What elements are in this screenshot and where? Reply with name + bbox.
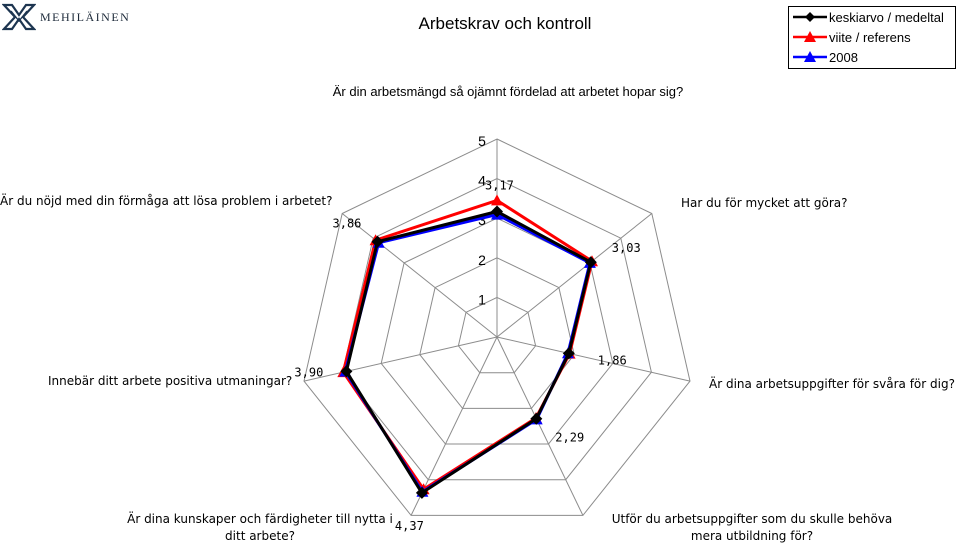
data-point — [340, 365, 353, 378]
axis-label: Är dina kunskaper och färdigheter till n… — [127, 511, 393, 543]
series-line — [343, 213, 592, 494]
legend: keskiarvo / medeltal viite / referens 20… — [788, 6, 956, 69]
data-label: 3,86 — [333, 217, 362, 231]
legend-item: 2008 — [789, 48, 955, 68]
grid-ring — [342, 178, 652, 481]
legend-label: viite / referens — [829, 30, 911, 45]
data-point — [530, 412, 543, 425]
tick-label: 1 — [478, 291, 486, 307]
grid-ring — [419, 257, 575, 409]
axis-label: Är dina arbetsuppgifter för svåra för di… — [709, 376, 955, 391]
grid-ring — [457, 296, 537, 374]
data-label: 2,29 — [555, 431, 584, 445]
brand-name: MEHILÄINEN — [40, 10, 131, 24]
legend-label: 2008 — [829, 50, 858, 65]
legend-marker-icon — [793, 51, 827, 62]
data-label: 3,90 — [294, 365, 323, 379]
data-point — [491, 205, 503, 218]
mehilainen-logo-icon — [2, 3, 36, 31]
chart-title: Arbetskrav och kontroll — [418, 14, 592, 33]
tick-label: 5 — [478, 133, 486, 149]
legend-label: keskiarvo / medeltal — [829, 10, 944, 25]
legend-item: viite / referens — [789, 28, 955, 48]
tick-label: 2 — [478, 252, 486, 268]
grid-spoke — [303, 336, 498, 382]
data-label: 1,86 — [598, 353, 627, 367]
tick-label: 3 — [478, 212, 486, 228]
data-point — [584, 256, 597, 269]
axis-label: Utför du arbetsuppgifter som du skulle b… — [612, 512, 893, 543]
legend-marker-icon — [793, 31, 827, 42]
legend-marker-icon — [793, 12, 827, 22]
grid-spoke — [341, 213, 498, 338]
brand-logo: MEHILÄINEN — [2, 2, 142, 32]
data-label: 3,17 — [485, 179, 514, 193]
tick-label: 4 — [478, 173, 486, 189]
axis-label: Har du för mycket att göra? — [681, 196, 847, 210]
axis-label: Innebär ditt arbete positiva utmaningar? — [48, 374, 292, 388]
legend-item: keskiarvo / medeltal — [789, 8, 955, 28]
grid-spoke — [496, 213, 653, 338]
data-point — [371, 235, 384, 248]
axis-label: Är du nöjd med din förmåga att lösa prob… — [0, 193, 332, 208]
data-label: 4,37 — [395, 519, 424, 533]
axis-label: Är din arbetsmängd så ojämnt fördelad at… — [333, 84, 684, 99]
series-line — [344, 210, 593, 495]
grid-spoke — [410, 336, 498, 516]
data-label: 3,03 — [612, 241, 641, 255]
data-point — [415, 486, 428, 499]
grid-spoke — [496, 336, 691, 382]
grid-spoke — [496, 336, 584, 516]
data-point — [562, 347, 575, 360]
grid-ring — [303, 138, 691, 516]
data-point — [491, 194, 503, 206]
